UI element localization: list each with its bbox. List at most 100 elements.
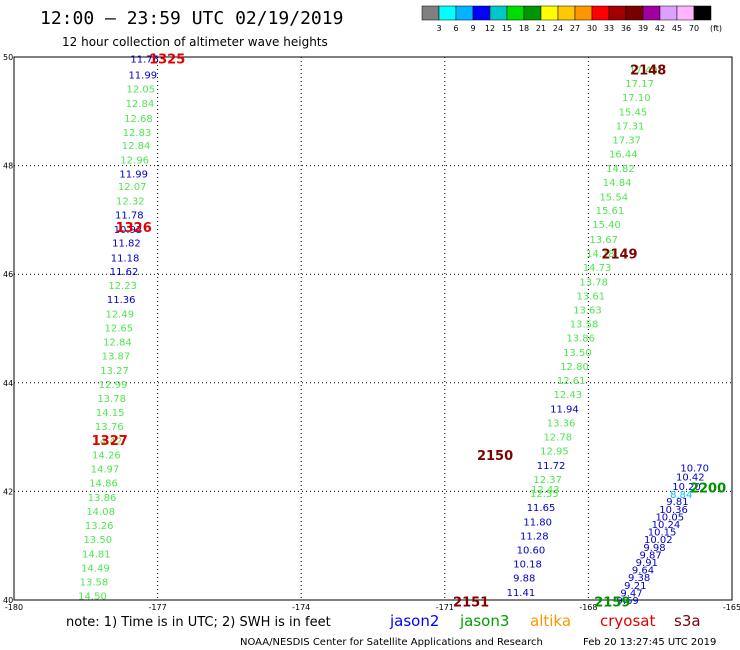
legend-value: 33: [604, 24, 614, 33]
wave-height-label: 12.99: [99, 380, 128, 391]
wave-height-label: 13.58: [570, 320, 599, 331]
wave-height-label: 13.58: [80, 578, 109, 589]
plot-frame: [13, 56, 733, 601]
wave-height-label: 14.49: [81, 563, 110, 574]
legend-value: 27: [570, 24, 580, 33]
wave-height-label: 12.83: [123, 128, 152, 139]
x-tick-label: -171: [436, 603, 454, 612]
pass-number-label: 2148: [630, 63, 666, 78]
wave-height-label: 10.18: [513, 560, 542, 571]
color-scale-legend: 3 6 9 12 15 18 21 24 27 30 33 36 39 42 45 70: [421, 5, 712, 33]
legend-swatch: [489, 5, 508, 21]
legend-value: 15: [502, 24, 512, 33]
wave-height-label: 12.43: [553, 390, 582, 401]
legend-value: 24: [553, 24, 563, 33]
legend-swatch: [557, 5, 576, 21]
wave-height-label: 9.64: [632, 566, 654, 577]
wave-height-label: 14.82: [606, 164, 635, 175]
wave-height-label: 9.21: [624, 581, 646, 592]
y-tick-label: 48: [3, 162, 13, 171]
wave-height-label: 13.61: [576, 291, 605, 302]
legend-swatch: [472, 5, 491, 21]
footer-timestamp: Feb 20 13:27:45 UTC 2019: [583, 637, 716, 648]
satellite-legend: jason2 jason3 altika cryosat s3a: [389, 612, 701, 630]
wave-height-label: 11.82: [112, 239, 141, 250]
x-tick-label: -177: [149, 603, 167, 612]
pass-number-label: 2149: [601, 248, 637, 263]
x-tick-label: -174: [292, 603, 310, 612]
wave-height-label: 12.49: [105, 309, 134, 320]
wave-height-label: 11.41: [507, 588, 536, 599]
wave-height-label: 17.37: [612, 136, 641, 147]
wave-height-label: 11.18: [111, 253, 140, 264]
wave-height-label: 14.42: [93, 436, 122, 447]
wave-height-label: 11.80: [523, 517, 552, 528]
y-tick-label: 50: [3, 53, 13, 62]
legend-value: 12: [485, 24, 495, 33]
pass-number-label: 1325: [149, 53, 185, 68]
wave-height-label: 12.07: [118, 182, 147, 193]
legend-value: 30: [587, 24, 597, 33]
legend-swatch: [625, 5, 644, 21]
wave-height-label: 11.36: [107, 295, 136, 306]
wave-height-label: 14.26: [92, 450, 121, 461]
wave-height-label: 9.38: [628, 573, 650, 584]
wave-height-label: 13.63: [573, 305, 602, 316]
wave-height-label: 12.05: [127, 84, 156, 95]
wave-height-label: 11.99: [128, 70, 157, 81]
wave-height-label: 17.10: [622, 93, 651, 104]
wave-height-label: 15.61: [596, 206, 625, 217]
wave-height-label: 13.78: [97, 394, 126, 405]
wave-height-label: 8.84: [670, 490, 692, 501]
wave-height-label: 13.50: [83, 535, 112, 546]
wave-height-label: 11.65: [527, 503, 556, 514]
wave-height-label: 12.95: [540, 447, 569, 458]
y-tick-label: 42: [3, 487, 13, 496]
wave-height-label: 13.86: [566, 334, 595, 345]
pass-labels: 1325 1326 1327 2148 2149 2150 2151 2159 2200: [92, 53, 727, 611]
wave-height-label: 10.93: [114, 225, 143, 236]
wave-height-label: 12.37: [533, 475, 562, 486]
legend-value: 3: [436, 24, 441, 33]
legend-value: 45: [672, 24, 682, 33]
wave-height-label: 14.50: [78, 592, 107, 603]
wave-height-label: 10.70: [680, 464, 709, 475]
wave-height-label: 13.27: [100, 366, 129, 377]
wave-height-label: 17.49: [629, 65, 658, 76]
wave-height-label: 9.91: [636, 558, 658, 569]
pass-number-label: 2151: [453, 596, 489, 611]
wave-height-label: 12.23: [108, 281, 137, 292]
pass-number-label: 1326: [116, 221, 152, 236]
wave-height-label: 10.02: [644, 535, 673, 546]
wave-height-label: 10.42: [676, 473, 705, 484]
wave-height-label: 12.32: [116, 196, 145, 207]
wave-height-label: 11.72: [537, 461, 566, 472]
legend-value: 21: [536, 24, 546, 33]
satellite-altika: altika: [530, 612, 571, 630]
wave-height-label: 14.08: [86, 507, 115, 518]
y-tick-label: 44: [3, 379, 13, 388]
wave-height-label: 12.55: [530, 489, 559, 500]
wave-height-label: 17.17: [625, 79, 654, 90]
wave-height-label: 13.36: [547, 418, 576, 429]
legend-value: 6: [453, 24, 458, 33]
wave-height-label: 10.60: [517, 546, 546, 557]
wave-height-label: 13.26: [85, 521, 114, 532]
wave-height-label: 11.28: [520, 531, 549, 542]
satellite-s3a: s3a: [674, 612, 701, 630]
legend-swatch: [591, 5, 610, 21]
legend-swatch: [455, 5, 474, 21]
wave-height-label: 11.78: [115, 210, 144, 221]
wave-height-label: 12.65: [105, 323, 134, 334]
legend-swatch: [676, 5, 695, 21]
wave-height-label: 10.15: [648, 528, 677, 539]
wave-height-label: 11.75: [130, 55, 159, 66]
wave-height-label: 12.96: [120, 156, 149, 167]
wave-height-label: 15.45: [619, 107, 648, 118]
wave-height-label: 12.80: [560, 362, 589, 373]
wave-height-label: 12.43: [531, 485, 560, 496]
legend-swatch: [540, 5, 559, 21]
legend-swatch: [506, 5, 525, 21]
y-tick-label: 46: [3, 270, 13, 279]
wave-height-label: 13.86: [88, 493, 117, 504]
